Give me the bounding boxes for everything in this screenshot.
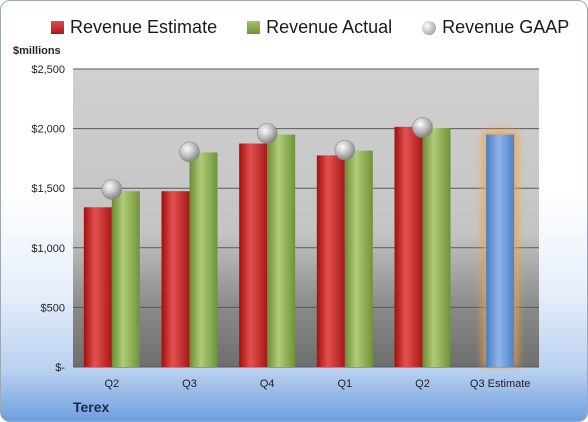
y-unit-label: $millions	[13, 45, 61, 57]
bar-revenue-forecast	[486, 134, 515, 367]
legend-swatch-gaap	[422, 20, 437, 35]
bar-revenue-actual	[422, 128, 451, 367]
x-tick-label: Q2	[415, 378, 430, 390]
legend-item-actual: Revenue Actual	[247, 17, 392, 38]
x-tick-label: Q4	[260, 378, 275, 390]
legend-item-gaap: Revenue GAAP	[422, 17, 569, 38]
x-tick-label: Q2	[104, 378, 119, 390]
point-revenue-gaap	[334, 139, 356, 161]
legend-label-estimate: Revenue Estimate	[70, 17, 218, 37]
bar-revenue-actual	[111, 191, 140, 367]
bar-revenue-estimate	[316, 155, 345, 367]
bars	[83, 117, 519, 367]
x-tick-label: Q1	[337, 378, 352, 390]
point-revenue-gaap	[256, 123, 278, 144]
y-tick-label: $2,500	[31, 64, 65, 76]
company-label: Terex	[73, 399, 110, 415]
y-tick-label: $500	[41, 302, 65, 314]
x-axis-ticks: Q2 Q3 Q4 Q1 Q2 Q3 Estimate	[104, 378, 530, 390]
point-revenue-gaap	[101, 179, 123, 200]
x-tick-label: Q3 Estimate	[470, 378, 531, 390]
bar-revenue-estimate	[161, 191, 190, 367]
legend: Revenue Estimate Revenue Actual Revenue …	[51, 17, 569, 38]
legend-item-estimate: Revenue Estimate	[51, 17, 217, 38]
y-tick-label: $1,500	[31, 183, 65, 195]
legend-label-gaap: Revenue GAAP	[442, 17, 570, 37]
bar-revenue-estimate	[239, 143, 268, 367]
legend-swatch-estimate	[51, 21, 64, 34]
point-revenue-gaap	[179, 141, 200, 163]
bar-revenue-estimate	[394, 126, 423, 367]
x-tick-label: Q3	[182, 378, 197, 390]
bar-revenue-actual	[189, 152, 218, 367]
legend-swatch-actual	[247, 21, 261, 34]
gridlines	[73, 68, 539, 368]
bar-revenue-actual	[267, 134, 296, 367]
bar-revenue-estimate	[83, 207, 112, 367]
y-tick-label: $1,000	[31, 243, 65, 255]
y-tick-label: $-	[55, 362, 65, 374]
plot-area	[73, 69, 539, 367]
y-axis-ticks: $- $500 $1,000 $1,500 $2,000 $2,500	[31, 64, 65, 374]
y-tick-label: $2,000	[31, 124, 65, 136]
point-revenue-gaap	[412, 117, 433, 138]
legend-label-actual: Revenue Actual	[266, 17, 393, 37]
bar-revenue-actual	[344, 150, 373, 367]
